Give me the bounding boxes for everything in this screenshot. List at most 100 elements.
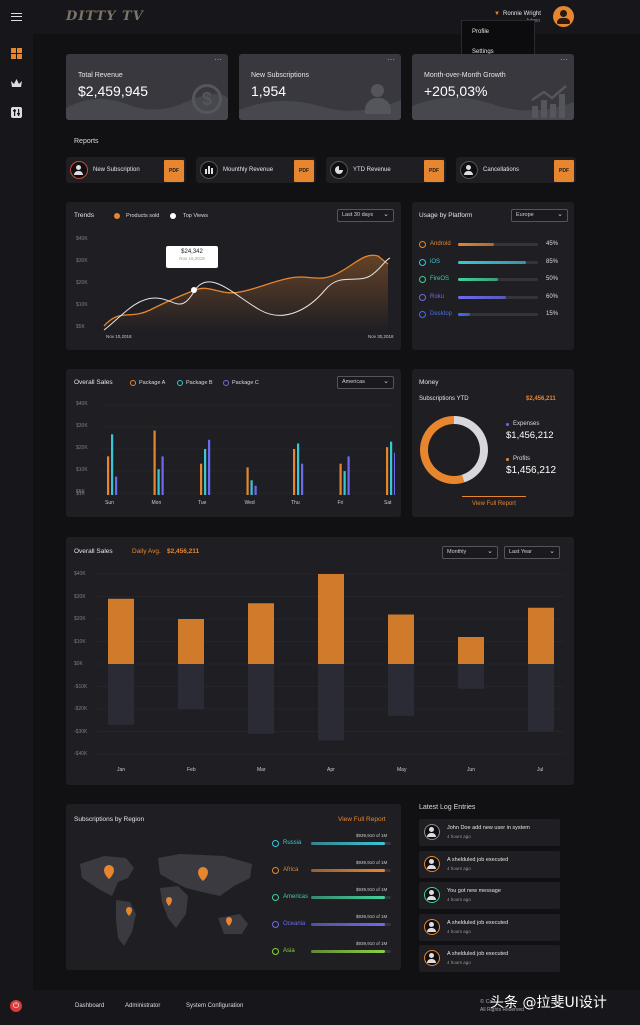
y-tick: $30K bbox=[76, 423, 88, 429]
legend-label-products: Products sold bbox=[126, 213, 160, 219]
x-tick: Mar bbox=[257, 767, 266, 773]
monthly-range-select[interactable]: Last Year bbox=[504, 546, 560, 559]
report-label: New Subscription bbox=[93, 167, 140, 173]
stat-label: Month-over-Month Growth bbox=[424, 72, 506, 79]
y-tick: $1K bbox=[76, 491, 85, 497]
trends-line-chart bbox=[103, 254, 391, 332]
legend-label: Package C bbox=[232, 380, 259, 386]
x-tick: Mon bbox=[151, 500, 162, 506]
expenses-label: Expenses bbox=[513, 421, 540, 427]
money-donut-chart bbox=[420, 416, 488, 484]
y-tick: -$10K bbox=[74, 683, 88, 690]
more-options-icon[interactable]: ··· bbox=[560, 55, 568, 64]
platform-region-select[interactable]: Europe bbox=[511, 209, 568, 222]
platform-name: Android bbox=[430, 241, 451, 247]
settings-sliders-icon[interactable] bbox=[11, 107, 22, 118]
log-entry[interactable]: A shelduled job executed 4 hours ago bbox=[419, 913, 560, 941]
platform-pct: 60% bbox=[546, 293, 559, 300]
footer-link-system-configuration[interactable]: System Configuration bbox=[186, 1003, 244, 1009]
region-ring bbox=[272, 921, 279, 928]
platform-bar-track bbox=[458, 243, 538, 246]
daily-avg-label: Daily Avg. bbox=[132, 548, 161, 555]
more-options-icon[interactable]: ··· bbox=[387, 55, 395, 64]
footer-link-dashboard[interactable]: Dashboard bbox=[75, 1003, 105, 1009]
more-options-icon[interactable]: ··· bbox=[214, 55, 222, 64]
y-tick: $5K bbox=[76, 489, 85, 495]
monthly-period-select[interactable]: Monthly bbox=[442, 546, 498, 559]
month-bar-positive bbox=[318, 574, 344, 664]
topbar bbox=[33, 0, 640, 34]
weekly-region-select[interactable]: Americas bbox=[337, 376, 394, 389]
crown-icon[interactable] bbox=[11, 79, 22, 88]
y-tick: $10K bbox=[74, 638, 86, 645]
y-tick: $10K bbox=[76, 467, 88, 473]
platform-bar-track bbox=[458, 313, 538, 316]
legend-dot-products bbox=[114, 213, 120, 219]
dashboard-grid-icon[interactable] bbox=[11, 48, 22, 59]
stat-card-revenue: $ ··· Total Revenue $2,459,945 bbox=[66, 54, 228, 120]
week-bar bbox=[157, 469, 160, 495]
footer-link-administrator[interactable]: Administrator bbox=[125, 1003, 161, 1009]
map-marker bbox=[198, 867, 208, 881]
pdf-icon[interactable]: PDF bbox=[294, 160, 314, 182]
legend-label-views: Top Views bbox=[183, 213, 208, 219]
region-name: Africa bbox=[283, 867, 299, 873]
log-entry[interactable]: You got new message 4 hours ago bbox=[419, 882, 560, 909]
views-line bbox=[103, 257, 391, 331]
week-bar bbox=[246, 467, 249, 495]
x-tick: Apr bbox=[327, 767, 335, 773]
platform-bar-fill bbox=[458, 313, 470, 316]
report-label: Mounthly Revenue bbox=[223, 167, 274, 173]
y-tick: $10K bbox=[76, 302, 88, 308]
platform-pct: 50% bbox=[546, 276, 559, 282]
log-text: A shelduled job executed bbox=[447, 951, 509, 957]
legend-label: Package B bbox=[186, 380, 213, 386]
week-bar bbox=[297, 443, 300, 495]
pdf-icon[interactable]: PDF bbox=[554, 160, 574, 182]
monthly-sales-card: Overall Sales Daily Avg. $2,456,211 Mont… bbox=[66, 537, 574, 785]
subs-ytd-value: $2,456,211 bbox=[526, 396, 556, 402]
region-ring bbox=[272, 867, 279, 874]
view-full-report-link[interactable]: View Full Report bbox=[462, 496, 526, 507]
weekly-sales-title: Overall Sales bbox=[74, 379, 113, 386]
platform-bar-track bbox=[458, 278, 538, 281]
platform-pct: 15% bbox=[546, 311, 559, 317]
pdf-icon[interactable]: PDF bbox=[424, 160, 444, 182]
log-time: 4 hours ago bbox=[447, 834, 471, 839]
log-entry[interactable]: A shelduled job executed 4 hours ago bbox=[419, 945, 560, 972]
map-marker bbox=[126, 907, 132, 916]
week-bar bbox=[204, 449, 207, 495]
log-entry[interactable]: A shelduled job executed 4 hours ago bbox=[419, 850, 560, 878]
user-avatar[interactable] bbox=[553, 6, 574, 27]
hamburger-icon[interactable] bbox=[11, 13, 22, 21]
report-label: Cancellations bbox=[483, 167, 520, 173]
trends-period-select[interactable]: Last 30 days bbox=[337, 209, 394, 222]
region-name: Russia bbox=[283, 840, 302, 846]
log-entry[interactable]: John Doe add new user in system 4 hours a… bbox=[419, 819, 560, 846]
menu-item-settings[interactable]: Settings bbox=[472, 49, 494, 55]
user-name[interactable]: Ronnie Wright bbox=[503, 11, 541, 17]
report-item-cancellations[interactable]: Cancellations PDF bbox=[456, 157, 576, 183]
log-time: 4 hours ago bbox=[447, 928, 471, 934]
region-name: Americas bbox=[283, 894, 309, 900]
region-view-report-link[interactable]: View Full Report bbox=[338, 816, 386, 823]
profits-value: $1,456,212 bbox=[506, 465, 557, 476]
x-end-label: Nov 30,2018 bbox=[368, 334, 394, 339]
report-item-ytd-revenue[interactable]: YTD Revenue PDF bbox=[326, 157, 446, 183]
week-bar bbox=[254, 485, 257, 495]
y-tick: $40K bbox=[76, 401, 88, 407]
report-item-monthly-revenue[interactable]: Mounthly Revenue PDF bbox=[196, 157, 316, 183]
x-tick: Sat bbox=[384, 500, 392, 506]
power-icon[interactable]: ⏻ bbox=[10, 1000, 22, 1012]
brand-logo: DITTY TV bbox=[66, 9, 144, 24]
region-bar-fill bbox=[311, 869, 385, 872]
report-item-new-subscription[interactable]: New Subscription PDF bbox=[66, 157, 186, 183]
pdf-icon[interactable]: PDF bbox=[164, 160, 184, 182]
menu-item-profile[interactable]: Profile bbox=[472, 29, 490, 35]
user-menu-caret-icon[interactable]: ▼ bbox=[494, 11, 500, 17]
x-tick: Thu bbox=[291, 500, 300, 506]
daily-avg-value: $2,456,211 bbox=[167, 548, 200, 555]
weekly-sales-card: Overall Sales Package A Package B Packag… bbox=[66, 369, 401, 517]
expenses-dot bbox=[506, 423, 509, 426]
log-avatar-icon bbox=[424, 824, 440, 840]
